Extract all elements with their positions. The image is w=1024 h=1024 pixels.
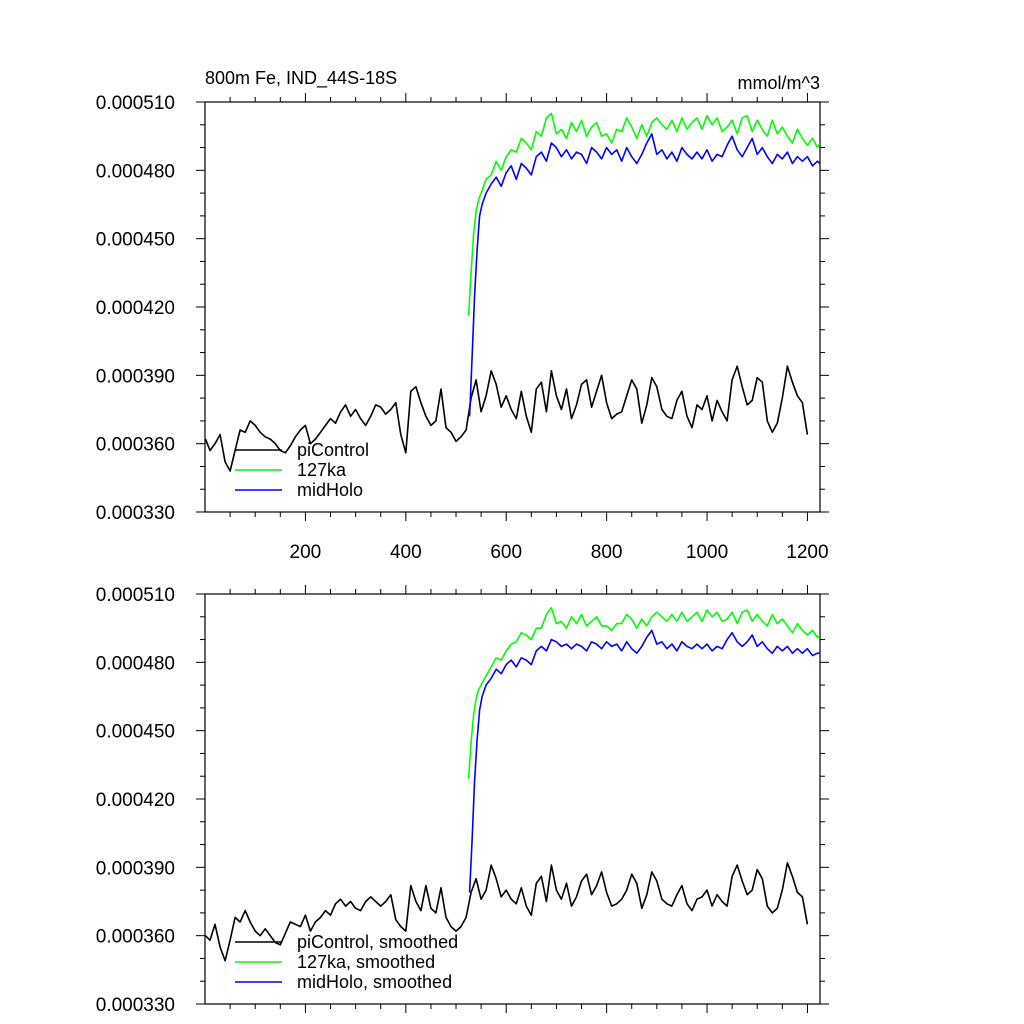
legend-label: piControl bbox=[297, 440, 369, 460]
series-line-picontrol bbox=[205, 861, 809, 962]
bottom-panel: 0.000330 0.000360 0.000390 0.000420 0.000450… bbox=[96, 585, 829, 1016]
y-tick-label: 0.000330 bbox=[96, 503, 175, 524]
x-tick-label: 1000 bbox=[686, 542, 728, 563]
series-line-midholo bbox=[468, 133, 820, 417]
units-label: mmol/m^3 bbox=[738, 73, 820, 93]
x-tick-label: 800 bbox=[591, 542, 623, 563]
series-line-picontrol bbox=[205, 365, 809, 472]
y-tick-label: 0.000360 bbox=[96, 927, 175, 948]
series-line-midholo bbox=[468, 629, 820, 893]
legend-label: midHolo, smoothed bbox=[297, 972, 452, 992]
legend-label: 127ka bbox=[297, 460, 347, 480]
y-tick-label: 0.000390 bbox=[96, 366, 175, 387]
legend-label: piControl, smoothed bbox=[297, 932, 458, 952]
series-line-127ka bbox=[467, 112, 820, 317]
y-tick-label: 0.000510 bbox=[96, 93, 175, 114]
y-tick-label: 0.000420 bbox=[96, 790, 175, 811]
y-tick-label: 0.000450 bbox=[96, 230, 175, 251]
y-tick-label: 0.000420 bbox=[96, 298, 175, 319]
series-group bbox=[205, 112, 820, 472]
y-tick-label: 0.000510 bbox=[96, 585, 175, 606]
x-tick-label: 600 bbox=[490, 542, 522, 563]
series-line-127ka bbox=[467, 606, 820, 779]
x-tick-label: 1200 bbox=[786, 542, 828, 563]
top-panel: 200 400 600 800 1000 1200 0.000330 0.000360 0.00… bbox=[96, 68, 829, 563]
y-tick-label: 0.000360 bbox=[96, 435, 175, 456]
legend-label: 127ka, smoothed bbox=[297, 952, 435, 972]
legend-label: midHolo bbox=[297, 480, 363, 500]
y-tick-label: 0.000480 bbox=[96, 653, 175, 674]
y-tick-label: 0.000450 bbox=[96, 722, 175, 743]
chart-title: 800m Fe, IND_44S-18S bbox=[205, 68, 397, 89]
y-tick-label: 0.000330 bbox=[96, 995, 175, 1016]
series-group bbox=[205, 606, 820, 962]
y-tick-label: 0.000480 bbox=[96, 161, 175, 182]
x-tick-label: 400 bbox=[390, 542, 422, 563]
y-tick-label: 0.000390 bbox=[96, 858, 175, 879]
x-tick-label: 200 bbox=[290, 542, 322, 563]
